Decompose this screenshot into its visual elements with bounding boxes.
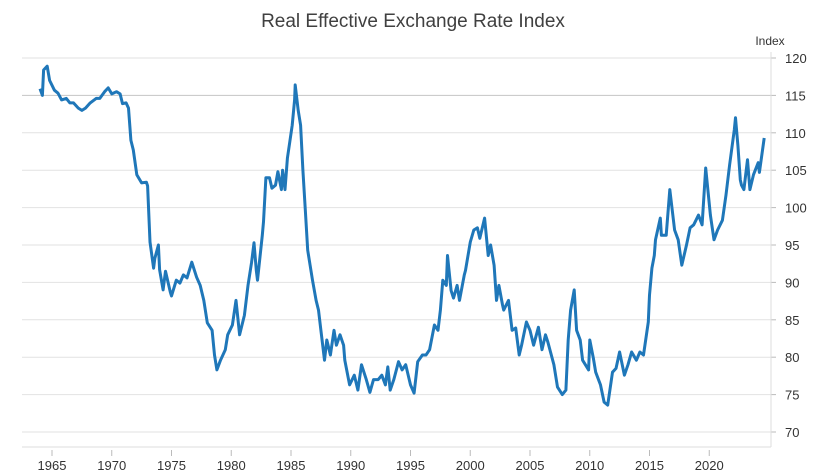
x-tick-label: 1990 xyxy=(336,458,365,472)
x-tick-label: 2005 xyxy=(516,458,545,472)
x-axis: 1965 1970 1975 1980 1985 1990 1995 2000 2005 2010… xyxy=(22,446,771,472)
x-tick-label: 2010 xyxy=(575,458,604,472)
series-line xyxy=(38,64,766,407)
y-tick-label: 100 xyxy=(785,201,807,216)
x-tick-label: 2000 xyxy=(456,458,485,472)
y-axis: 70 75 80 85 90 95 100 105 110 115 120 xyxy=(770,51,807,447)
y-tick-label: 115 xyxy=(785,88,806,103)
y-tick-label: 105 xyxy=(785,163,807,178)
x-tick-label: 1975 xyxy=(157,458,186,472)
x-tick-label: 1985 xyxy=(277,458,306,472)
y-tick-label: 70 xyxy=(785,425,799,440)
y-tick-label: 110 xyxy=(785,126,806,141)
y-tick-label: 95 xyxy=(785,238,799,253)
y-tick-label: 75 xyxy=(785,388,799,403)
y-axis-label: Index xyxy=(755,34,784,48)
y-tick-label: 85 xyxy=(785,313,799,328)
x-tick-label: 1970 xyxy=(97,458,126,472)
x-tick-label: 1980 xyxy=(217,458,246,472)
y-tick-label: 120 xyxy=(785,51,807,66)
y-tick-label: 90 xyxy=(785,275,799,290)
x-tick-label: 1965 xyxy=(38,458,67,472)
x-tick-label: 1995 xyxy=(396,458,425,472)
x-tick-label: 2015 xyxy=(635,458,664,472)
chart-title: Real Effective Exchange Rate Index xyxy=(261,11,565,32)
x-tick-label: 2020 xyxy=(695,458,724,472)
gridlines xyxy=(22,57,771,433)
y-tick-label: 80 xyxy=(785,350,799,365)
